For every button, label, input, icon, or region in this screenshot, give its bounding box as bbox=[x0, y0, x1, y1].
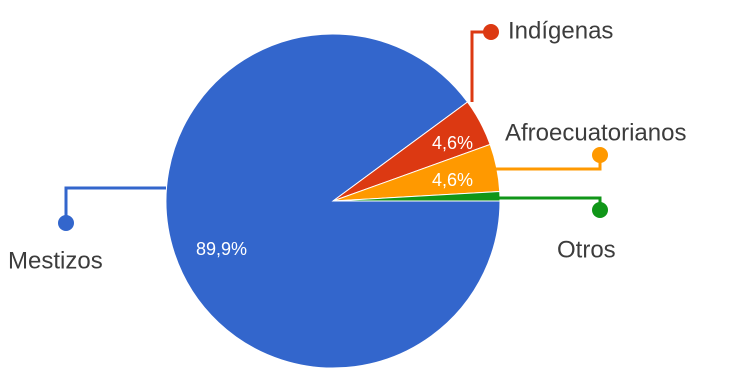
value-label-indigenas: 4,6% bbox=[432, 133, 473, 153]
label-afroecuatorianos: Afroecuatorianos bbox=[505, 119, 686, 146]
category-labels: Mestizos Indígenas Afroecuatorianos Otros bbox=[8, 17, 686, 274]
callout-line-mestizos bbox=[64, 186, 166, 223]
callout-dot-otros bbox=[592, 202, 608, 218]
slice-value-labels: 89,9% 4,6% 4,6% bbox=[196, 133, 473, 259]
callout-line-afroecuatorianos bbox=[494, 155, 602, 171]
slice-otros[interactable] bbox=[332, 191, 501, 202]
pie-slices bbox=[165, 33, 501, 369]
callout-dot-indigenas bbox=[483, 24, 499, 40]
value-label-mestizos: 89,9% bbox=[196, 239, 247, 259]
callout-dot-mestizos bbox=[58, 215, 74, 231]
label-indigenas: Indígenas bbox=[508, 17, 613, 44]
label-mestizos: Mestizos bbox=[8, 247, 103, 274]
callout-line-otros bbox=[498, 196, 602, 210]
label-otros: Otros bbox=[557, 236, 616, 263]
callout-line-indigenas bbox=[470, 30, 491, 102]
value-label-afroecuatorianos: 4,6% bbox=[432, 170, 473, 190]
callout-dot-afroecuatorianos bbox=[592, 147, 608, 163]
callout-lines bbox=[58, 24, 608, 231]
